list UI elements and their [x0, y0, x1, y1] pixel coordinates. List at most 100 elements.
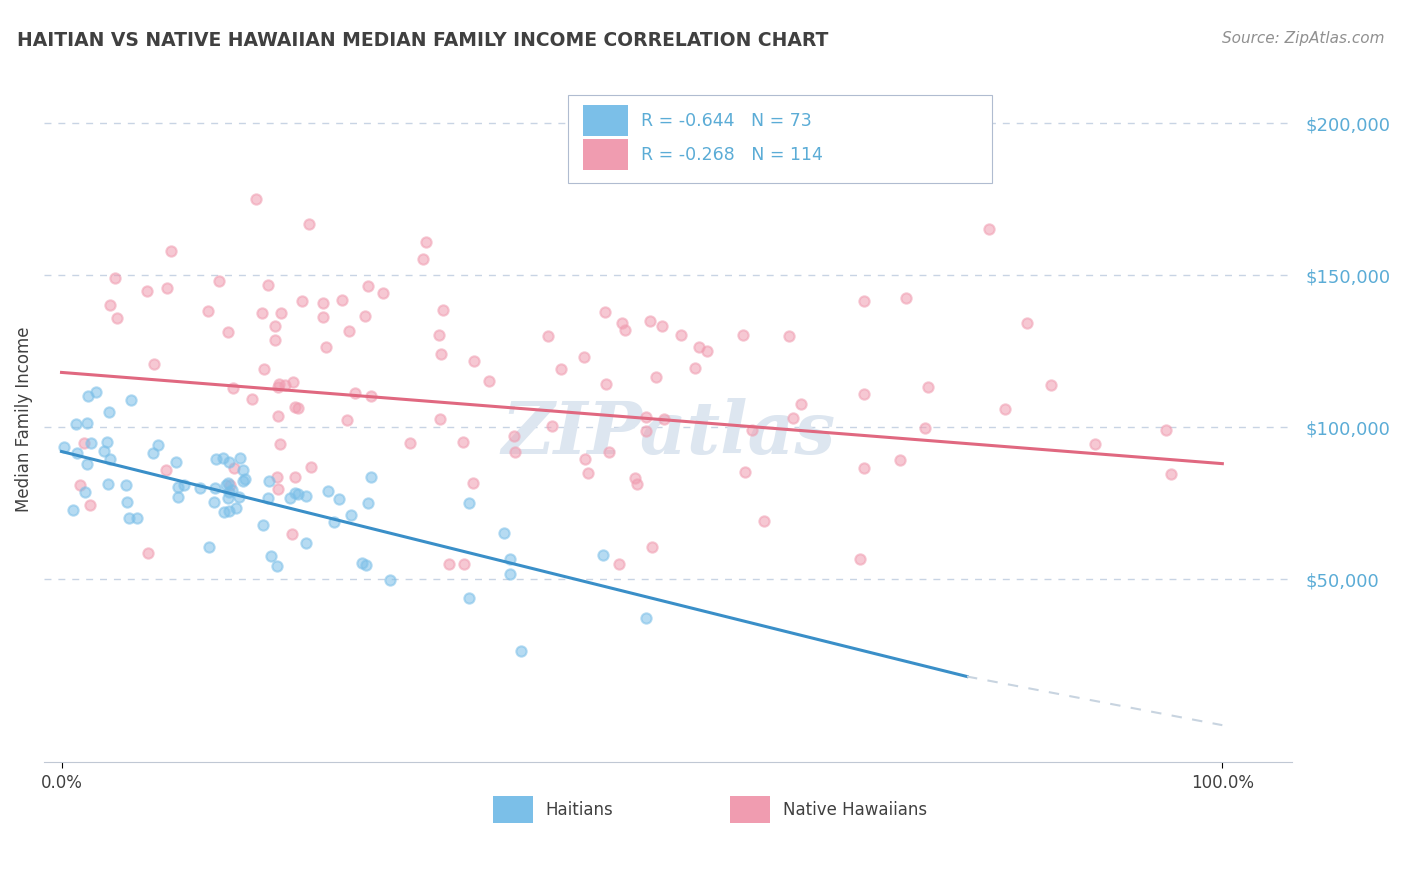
Text: Source: ZipAtlas.com: Source: ZipAtlas.com [1222, 31, 1385, 46]
Point [294, 489, 316, 503]
Point [572, 351, 595, 365]
Point [229, 450, 252, 465]
Point [498, 567, 520, 582]
Point [165, 455, 187, 469]
Point [264, 318, 287, 333]
Point [412, 252, 434, 266]
Point [120, 392, 142, 407]
Point [339, 508, 361, 523]
Point [782, 410, 804, 425]
FancyBboxPatch shape [583, 104, 628, 136]
Point [100, 298, 122, 312]
Point [399, 436, 422, 450]
FancyBboxPatch shape [731, 796, 770, 823]
Text: Native Hawaiians: Native Hawaiians [783, 800, 927, 819]
Point [65, 417, 87, 432]
Point [889, 453, 911, 467]
Point [323, 515, 346, 529]
Point [683, 361, 706, 376]
Point [357, 496, 380, 510]
Point [197, 304, 219, 318]
Point [852, 461, 875, 475]
Point [217, 491, 239, 505]
Point [669, 327, 692, 342]
Point [778, 328, 800, 343]
Point [284, 469, 307, 483]
Point [458, 591, 481, 605]
Point [371, 285, 394, 300]
Point [93, 443, 115, 458]
Point [574, 451, 596, 466]
Point [284, 400, 307, 414]
Point [1154, 423, 1177, 437]
Point [266, 470, 288, 484]
Point [97, 405, 120, 419]
Point [146, 437, 169, 451]
Point [298, 217, 321, 231]
Point [76, 457, 98, 471]
Point [312, 296, 335, 310]
Point [142, 446, 165, 460]
Point [53, 440, 76, 454]
Point [641, 540, 664, 554]
Point [259, 475, 281, 489]
Text: ZIPatlas: ZIPatlas [501, 398, 835, 468]
Point [1084, 437, 1107, 451]
Point [498, 551, 520, 566]
Point [208, 274, 231, 288]
Point [198, 541, 221, 555]
Point [252, 518, 274, 533]
Point [494, 525, 516, 540]
Point [218, 455, 240, 469]
Point [734, 466, 756, 480]
Point [215, 477, 238, 491]
Point [343, 386, 366, 401]
Point [287, 487, 309, 501]
Point [267, 377, 290, 392]
Y-axis label: Median Family Income: Median Family Income [15, 326, 32, 512]
Point [357, 279, 380, 293]
Point [979, 221, 1001, 235]
Point [269, 436, 291, 450]
Point [222, 381, 245, 395]
Point [651, 319, 673, 334]
Point [69, 478, 91, 492]
Point [266, 558, 288, 573]
Point [360, 469, 382, 483]
Text: R = -0.268   N = 114: R = -0.268 N = 114 [641, 145, 823, 164]
Point [852, 294, 875, 309]
Point [72, 435, 94, 450]
Point [287, 401, 309, 416]
Point [503, 445, 526, 459]
Point [232, 463, 254, 477]
Point [360, 389, 382, 403]
Point [96, 435, 118, 450]
Point [294, 536, 316, 550]
Point [142, 357, 165, 371]
Point [135, 285, 157, 299]
Point [593, 305, 616, 319]
Text: Haitians: Haitians [546, 800, 613, 819]
Point [267, 409, 290, 423]
Point [731, 327, 754, 342]
Point [76, 416, 98, 430]
Point [453, 557, 475, 571]
Point [218, 504, 240, 518]
Point [311, 310, 333, 324]
Point [439, 557, 461, 571]
Point [354, 309, 377, 323]
Text: HAITIAN VS NATIVE HAWAIIAN MEDIAN FAMILY INCOME CORRELATION CHART: HAITIAN VS NATIVE HAWAIIAN MEDIAN FAMILY… [17, 31, 828, 50]
Point [427, 328, 450, 343]
Point [283, 375, 305, 389]
Point [156, 281, 179, 295]
Point [917, 380, 939, 394]
Point [478, 375, 501, 389]
Point [281, 527, 304, 541]
Point [167, 490, 190, 504]
Point [790, 396, 813, 410]
Point [634, 410, 657, 425]
Point [576, 466, 599, 480]
Point [315, 340, 337, 354]
Point [84, 384, 107, 399]
Point [218, 476, 240, 491]
